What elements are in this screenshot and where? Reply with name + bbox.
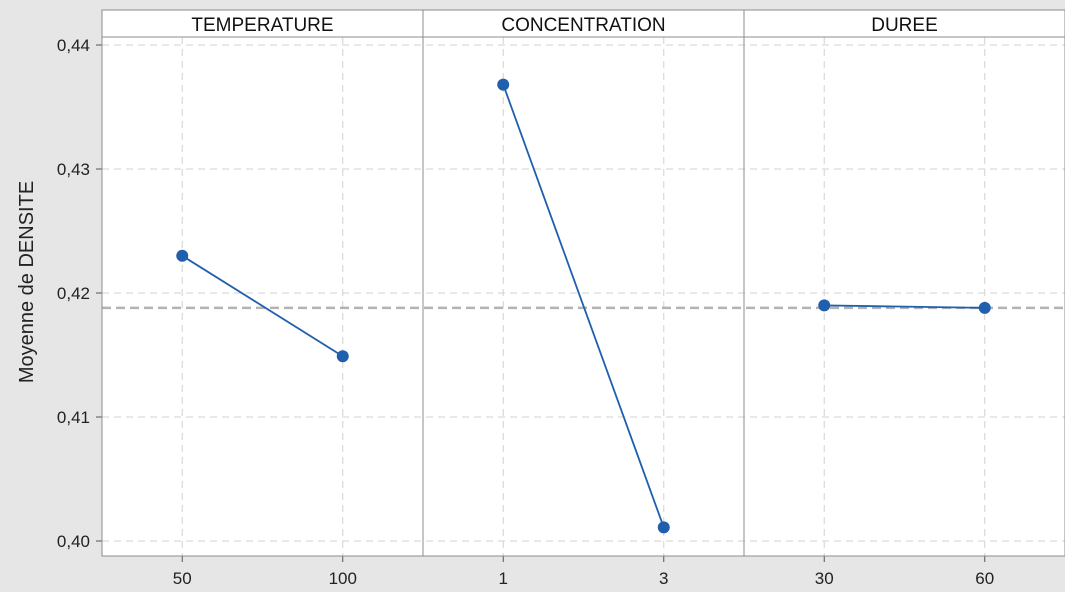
x-tick-label: 60 bbox=[975, 569, 994, 588]
panel-title-temperature: TEMPERATURE bbox=[191, 15, 333, 36]
data-point bbox=[336, 350, 349, 363]
plot-border bbox=[101, 36, 1065, 557]
y-tick-label: 0,41 bbox=[57, 408, 90, 427]
data-point bbox=[818, 299, 831, 312]
data-point bbox=[978, 301, 991, 314]
y-tick-label: 0,42 bbox=[57, 284, 90, 303]
y-tick-label: 0,44 bbox=[57, 36, 90, 55]
plot-area bbox=[102, 37, 1065, 556]
series-line-duree bbox=[824, 304, 985, 309]
x-tick-label: 50 bbox=[173, 569, 192, 588]
x-tick-label: 100 bbox=[329, 569, 357, 588]
series-line-concentration bbox=[502, 84, 665, 528]
data-point bbox=[176, 249, 189, 262]
panel-title-duree: DUREE bbox=[871, 15, 938, 36]
x-tick-label: 30 bbox=[815, 569, 834, 588]
y-tick-label: 0,40 bbox=[57, 532, 90, 551]
y-tick-label: 0,43 bbox=[57, 160, 90, 179]
data-point bbox=[657, 521, 670, 534]
data-point bbox=[497, 78, 510, 91]
x-tick-label: 3 bbox=[659, 569, 668, 588]
panel-header-strip bbox=[101, 9, 1065, 38]
series-line-temperature bbox=[181, 255, 344, 358]
x-tick-label: 1 bbox=[499, 569, 508, 588]
panel-title-concentration: CONCENTRATION bbox=[501, 15, 665, 36]
y-axis-label: Moyenne de DENSITE bbox=[16, 181, 38, 383]
